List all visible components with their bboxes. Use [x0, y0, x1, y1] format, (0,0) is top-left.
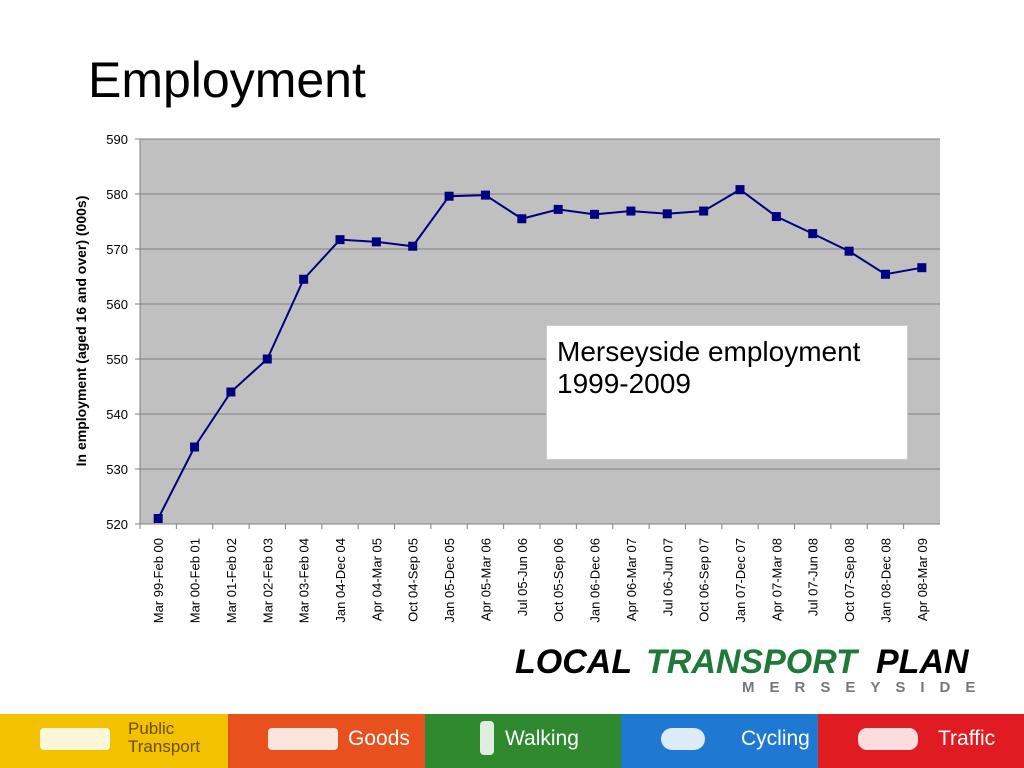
- y-axis-label: In employment (aged 16 and over) (000s): [73, 196, 89, 467]
- nav-icon: [480, 721, 494, 755]
- y-tick-label: 540: [106, 407, 128, 422]
- data-point: [517, 214, 527, 224]
- data-point: [444, 191, 454, 201]
- y-tick-label: 570: [106, 242, 128, 257]
- data-point: [408, 241, 418, 251]
- nav-icon: [661, 728, 705, 750]
- series-line: [157, 188, 922, 519]
- nav-tab: [621, 714, 818, 768]
- data-point: [299, 274, 309, 284]
- x-tick-label: Mar 02-Feb 03: [260, 538, 275, 623]
- data-point: [480, 190, 490, 200]
- data-point: [699, 206, 709, 216]
- data-point: [371, 237, 381, 247]
- data-point: [153, 514, 163, 523]
- x-tick-label: Mar 00-Feb 01: [188, 538, 203, 623]
- nav-icon: [40, 728, 110, 750]
- data-point: [808, 229, 818, 239]
- x-tick-label: Jan 08-Dec 08: [878, 538, 893, 623]
- x-tick-label: Jul 06-Jun 07: [660, 538, 675, 616]
- data-point: [662, 209, 672, 219]
- logo-word: PLAN: [876, 643, 970, 681]
- y-tick-label: 590: [106, 132, 128, 147]
- x-tick-label: Oct 05-Sep 06: [551, 538, 566, 622]
- logo-word: TRANSPORT: [646, 643, 860, 681]
- x-tick-label: Jul 05-Jun 06: [515, 538, 530, 616]
- data-point: [626, 206, 636, 216]
- x-tick-label: Apr 06-Mar 07: [624, 538, 639, 621]
- data-point: [190, 442, 200, 452]
- nav-tab: [0, 714, 228, 768]
- data-point: [226, 387, 236, 397]
- data-point: [917, 263, 927, 273]
- nav-label: Walking: [505, 727, 579, 750]
- x-tick-label: Apr 08-Mar 09: [915, 538, 930, 621]
- annotation: Merseyside employment 1999-2009: [546, 325, 908, 460]
- data-point: [880, 269, 890, 279]
- data-point: [844, 246, 854, 256]
- x-tick-label: Jan 05-Dec 05: [442, 538, 457, 623]
- data-point: [335, 235, 345, 245]
- nav-label: Traffic: [938, 727, 995, 750]
- x-tick-label: Jan 06-Dec 06: [588, 538, 603, 623]
- x-tick-label: Mar 01-Feb 02: [224, 538, 239, 623]
- x-tick-label: Apr 04-Mar 05: [369, 538, 384, 621]
- x-tick-label: Jan 04-Dec 04: [333, 538, 348, 623]
- logo-word: LOCAL: [515, 643, 632, 681]
- nav-label: Public: [128, 719, 175, 738]
- data-point: [590, 209, 600, 219]
- x-tick-label: Oct 04-Sep 05: [406, 538, 421, 622]
- data-point: [735, 185, 745, 195]
- nav-tab: [818, 714, 1024, 768]
- x-tick-label: Jul 07-Jun 08: [806, 538, 821, 616]
- nav-icon: [268, 728, 338, 750]
- y-tick-label: 530: [106, 462, 128, 477]
- x-tick-label: Apr 07-Mar 08: [769, 538, 784, 621]
- data-point: [262, 354, 272, 364]
- nav-tab: [425, 714, 621, 768]
- y-tick-label: 550: [106, 352, 128, 367]
- x-tick-label: Mar 99-Feb 00: [151, 538, 166, 623]
- slide-title: Employment: [88, 52, 366, 108]
- logo: LOCAL TRANSPORT PLAN MERSEYSIDE: [515, 643, 990, 696]
- nav-label: Goods: [348, 727, 410, 750]
- data-point: [553, 204, 563, 214]
- data-point: [771, 212, 781, 222]
- x-tick-label: Oct 07-Sep 08: [842, 538, 857, 622]
- x-tick-label: Oct 06-Sep 07: [697, 538, 712, 622]
- x-tick-label: Apr 05-Mar 06: [478, 538, 493, 621]
- nav-label: Cycling: [741, 727, 810, 750]
- y-tick-label: 520: [106, 517, 128, 532]
- y-tick-label: 560: [106, 297, 128, 312]
- nav-icon: [858, 728, 918, 750]
- y-tick-label: 580: [106, 187, 128, 202]
- logo-subtitle: MERSEYSIDE: [742, 679, 990, 696]
- x-tick-label: Mar 03-Feb 04: [297, 538, 312, 623]
- nav-label: Transport: [128, 737, 200, 756]
- x-tick-label: Jan 07-Dec 07: [733, 538, 748, 623]
